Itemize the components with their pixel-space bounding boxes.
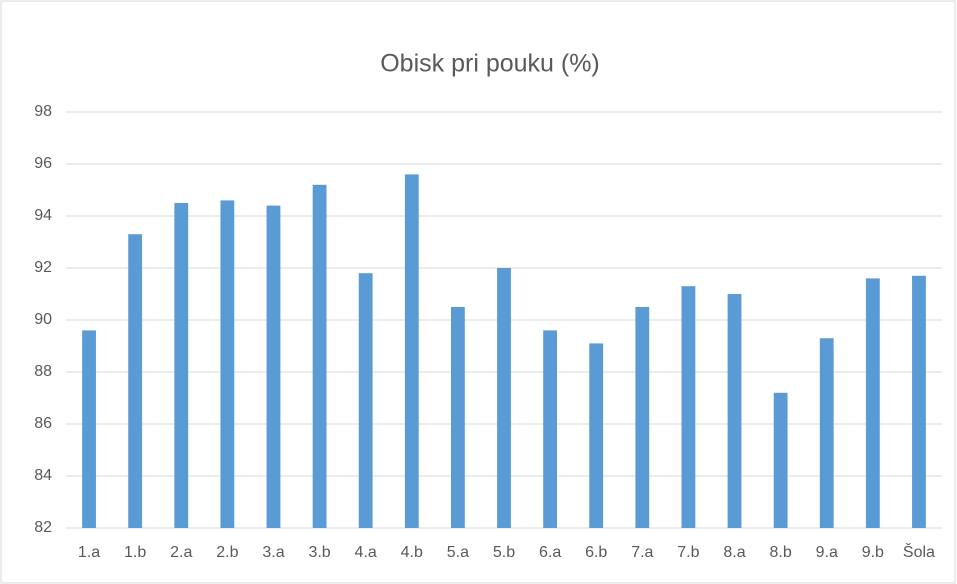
bar	[450, 307, 465, 528]
x-tick-label: 8.b	[770, 544, 792, 561]
bar	[312, 184, 327, 529]
y-tick-label: 90	[34, 311, 52, 328]
bar	[543, 330, 558, 528]
bar	[635, 307, 650, 528]
x-tick-label: 4.b	[401, 544, 423, 561]
y-tick-label: 98	[34, 103, 52, 120]
y-tick-label: 86	[34, 415, 52, 432]
bar	[497, 268, 511, 528]
bar	[174, 203, 189, 528]
x-tick-label: 8.a	[723, 544, 745, 561]
y-tick-label: 82	[34, 519, 52, 536]
bar	[358, 273, 373, 528]
x-tick-label: 6.a	[539, 544, 561, 561]
bar	[819, 338, 834, 528]
y-tick-label: 88	[34, 363, 52, 380]
y-tick-label: 94	[34, 207, 52, 224]
x-tick-label: 6.b	[585, 544, 607, 561]
x-tick-label: 3.b	[308, 544, 330, 561]
bar	[681, 286, 696, 528]
bar	[128, 234, 143, 528]
bar	[773, 392, 788, 528]
x-tick-label: 3.a	[262, 544, 284, 561]
bar	[82, 330, 96, 528]
x-tick-label: 5.a	[447, 544, 469, 561]
bar	[865, 278, 880, 528]
y-tick-label: 84	[34, 467, 52, 484]
x-tick-label: Šola	[903, 542, 935, 561]
x-tick-label: 4.a	[355, 544, 377, 561]
x-tick-label: 5.b	[493, 544, 515, 561]
x-tick-label: 1.b	[124, 544, 146, 561]
x-tick-label: 1.a	[78, 544, 100, 561]
x-tick-label: 7.a	[631, 544, 653, 561]
bar	[912, 275, 926, 528]
bar	[220, 200, 235, 528]
bar	[727, 294, 742, 528]
x-tick-label: 2.b	[216, 544, 238, 561]
bar	[266, 205, 281, 528]
x-tick-label: 2.a	[170, 544, 192, 561]
y-tick-label: 92	[34, 259, 52, 276]
chart-title: Obisk pri pouku (%)	[380, 50, 600, 78]
y-tick-label: 96	[34, 155, 52, 172]
x-tick-label: 7.b	[677, 544, 699, 561]
x-tick-label: 9.a	[816, 544, 838, 561]
x-tick-label: 9.b	[862, 544, 884, 561]
bar	[404, 174, 419, 528]
bar	[589, 343, 604, 528]
